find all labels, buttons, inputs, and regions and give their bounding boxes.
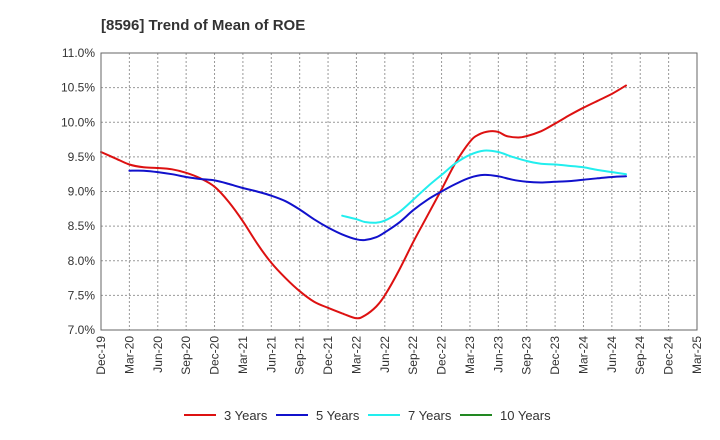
x-tick-label: Jun-23	[491, 336, 505, 373]
chart-title: [8596] Trend of Mean of ROE	[101, 17, 305, 34]
y-tick-label: 11.0%	[62, 46, 95, 60]
series-lines	[100, 84, 627, 320]
x-tick-label: Dec-19	[94, 336, 108, 375]
y-axis-ticks: 7.0% 7.5% 8.0% 8.5% 9.0% 9.5% 10.0% 10.5% 11.0%	[61, 46, 95, 337]
legend-label-5-years: 5 Years	[316, 408, 360, 423]
x-tick-label: Dec-22	[435, 336, 449, 375]
x-tick-label: Dec-23	[548, 336, 562, 375]
legend-label-10-years: 10 Years	[500, 408, 551, 423]
x-tick-label: Dec-21	[321, 336, 335, 375]
x-tick-label: Dec-20	[208, 336, 222, 375]
x-tick-label: Jun-22	[378, 336, 392, 373]
y-tick-label: 10.5%	[61, 81, 95, 95]
legend-label-3-years: 3 Years	[224, 408, 268, 423]
x-axis-ticks: Dec-19 Mar-20 Jun-20 Sep-20 Dec-20 Mar-21 Jun-…	[94, 336, 704, 375]
x-tick-label: Sep-20	[179, 336, 193, 375]
x-tick-label: Mar-20	[122, 336, 136, 374]
y-tick-label: 7.0%	[68, 323, 96, 337]
x-tick-label: Jun-24	[605, 336, 619, 373]
y-tick-label: 8.5%	[68, 219, 96, 233]
y-tick-label: 9.5%	[68, 150, 96, 164]
x-tick-label: Jun-21	[264, 336, 278, 373]
series-line-7-years	[341, 149, 627, 224]
x-tick-label: Jun-20	[151, 336, 165, 373]
x-tick-label: Sep-22	[406, 336, 420, 375]
y-tick-label: 10.0%	[61, 115, 95, 129]
series-line-5-years	[128, 169, 627, 242]
y-tick-label: 7.5%	[68, 288, 96, 302]
x-tick-label: Sep-21	[293, 336, 307, 375]
x-tick-label: Mar-22	[349, 336, 363, 374]
x-tick-label: Dec-24	[662, 336, 676, 375]
plot-area	[100, 52, 698, 331]
grid	[100, 52, 698, 331]
x-tick-label: Mar-24	[576, 336, 590, 374]
x-tick-label: Mar-21	[236, 336, 250, 374]
y-tick-label: 9.0%	[68, 185, 96, 199]
x-tick-label: Sep-24	[633, 336, 647, 375]
x-tick-label: Sep-23	[520, 336, 534, 375]
legend-label-7-years: 7 Years	[408, 408, 452, 423]
x-tick-label: Mar-23	[463, 336, 477, 374]
legend: 3 Years 5 Years 7 Years 10 Years	[184, 408, 551, 423]
y-tick-label: 8.0%	[68, 254, 96, 268]
series-line-3-years	[100, 84, 627, 320]
x-tick-label: Mar-25	[690, 336, 704, 374]
